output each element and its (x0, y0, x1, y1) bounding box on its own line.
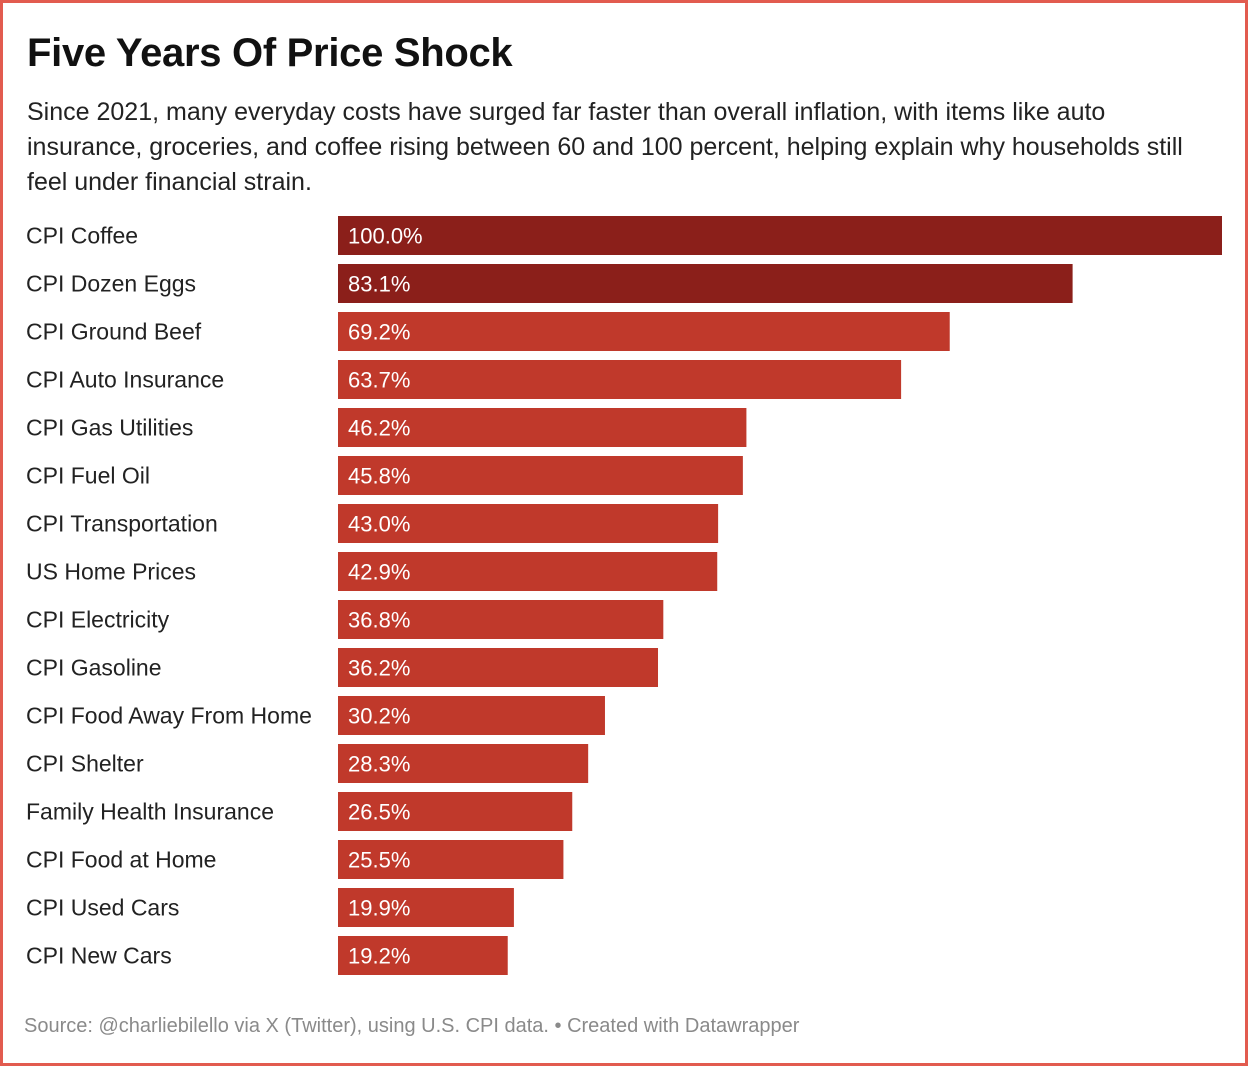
value-label: 100.0% (348, 224, 423, 249)
bar-row: CPI Coffee 100.0% (26, 216, 1222, 255)
value-label: 46.2% (348, 416, 410, 441)
bar-chart: CPI Coffee 100.0% CPI Dozen Eggs 83.1% CPI G… (26, 216, 1222, 975)
value-label: 28.3% (348, 752, 410, 777)
bar-row: CPI Electricity 36.8% (26, 600, 664, 639)
bar (338, 888, 514, 927)
category-label: CPI New Cars (26, 943, 172, 969)
value-label: 19.2% (348, 944, 410, 969)
bar (338, 552, 718, 591)
bar (338, 216, 1222, 255)
value-label: 43.0% (348, 512, 410, 537)
bar-row: CPI Auto Insurance 63.7% (26, 360, 902, 399)
credit-note: Created with Datawrapper (567, 1015, 800, 1037)
bar (338, 264, 1073, 303)
value-label: 42.9% (348, 560, 410, 585)
bar-row: CPI Fuel Oil 45.8% (26, 456, 743, 495)
category-label: Family Health Insurance (26, 799, 274, 825)
value-label: 63.7% (348, 368, 410, 393)
value-label: 25.5% (348, 848, 410, 873)
bar-row: US Home Prices 42.9% (26, 552, 718, 591)
bar (338, 504, 719, 543)
bar (338, 936, 508, 975)
source-note: Source: @charliebilello via X (Twitter),… (24, 1015, 549, 1037)
bar-row: CPI Dozen Eggs 83.1% (26, 264, 1073, 303)
bar-row: CPI Ground Beef 69.2% (26, 312, 950, 351)
category-label: CPI Electricity (26, 607, 170, 633)
value-label: 19.9% (348, 896, 410, 921)
bar (338, 840, 564, 879)
bar (338, 648, 659, 687)
chart-title: Five Years Of Price Shock (27, 31, 513, 75)
category-label: CPI Coffee (26, 223, 138, 249)
bar (338, 696, 605, 735)
chart-subtitle: Since 2021, many everyday costs have sur… (27, 98, 1183, 196)
category-label: US Home Prices (26, 559, 196, 585)
category-label: CPI Ground Beef (26, 319, 202, 345)
category-label: CPI Food Away From Home (26, 703, 312, 729)
category-label: CPI Gas Utilities (26, 415, 193, 441)
value-label: 30.2% (348, 704, 410, 729)
category-label: CPI Dozen Eggs (26, 271, 196, 297)
bar (338, 360, 902, 399)
bar-row: CPI New Cars 19.2% (26, 936, 508, 975)
category-label: CPI Auto Insurance (26, 367, 224, 393)
category-label: CPI Fuel Oil (26, 463, 150, 489)
bar-row: Family Health Insurance 26.5% (26, 792, 573, 831)
bar-row: CPI Food at Home 25.5% (26, 840, 564, 879)
value-label: 45.8% (348, 464, 410, 489)
bar-row: CPI Transportation 43.0% (26, 504, 719, 543)
bar (338, 744, 589, 783)
category-label: CPI Transportation (26, 511, 218, 537)
bar-row: CPI Food Away From Home 30.2% (26, 696, 605, 735)
bar-row: CPI Gasoline 36.2% (26, 648, 659, 687)
bar (338, 600, 664, 639)
footer-separator: • (548, 1015, 568, 1037)
category-label: CPI Shelter (26, 751, 144, 777)
value-label: 69.2% (348, 320, 410, 345)
value-label: 36.2% (348, 656, 410, 681)
bar-row: CPI Used Cars 19.9% (26, 888, 514, 927)
category-label: CPI Gasoline (26, 655, 162, 681)
category-label: CPI Used Cars (26, 895, 179, 921)
value-label: 26.5% (348, 800, 410, 825)
bar (338, 312, 950, 351)
bar (338, 408, 747, 447)
value-label: 36.8% (348, 608, 410, 633)
bar (338, 456, 743, 495)
value-label: 83.1% (348, 272, 410, 297)
bar-row: CPI Gas Utilities 46.2% (26, 408, 747, 447)
bar (338, 792, 573, 831)
category-label: CPI Food at Home (26, 847, 216, 873)
chart-footer: Source: @charliebilello via X (Twitter),… (24, 1015, 799, 1038)
bar-row: CPI Shelter 28.3% (26, 744, 589, 783)
